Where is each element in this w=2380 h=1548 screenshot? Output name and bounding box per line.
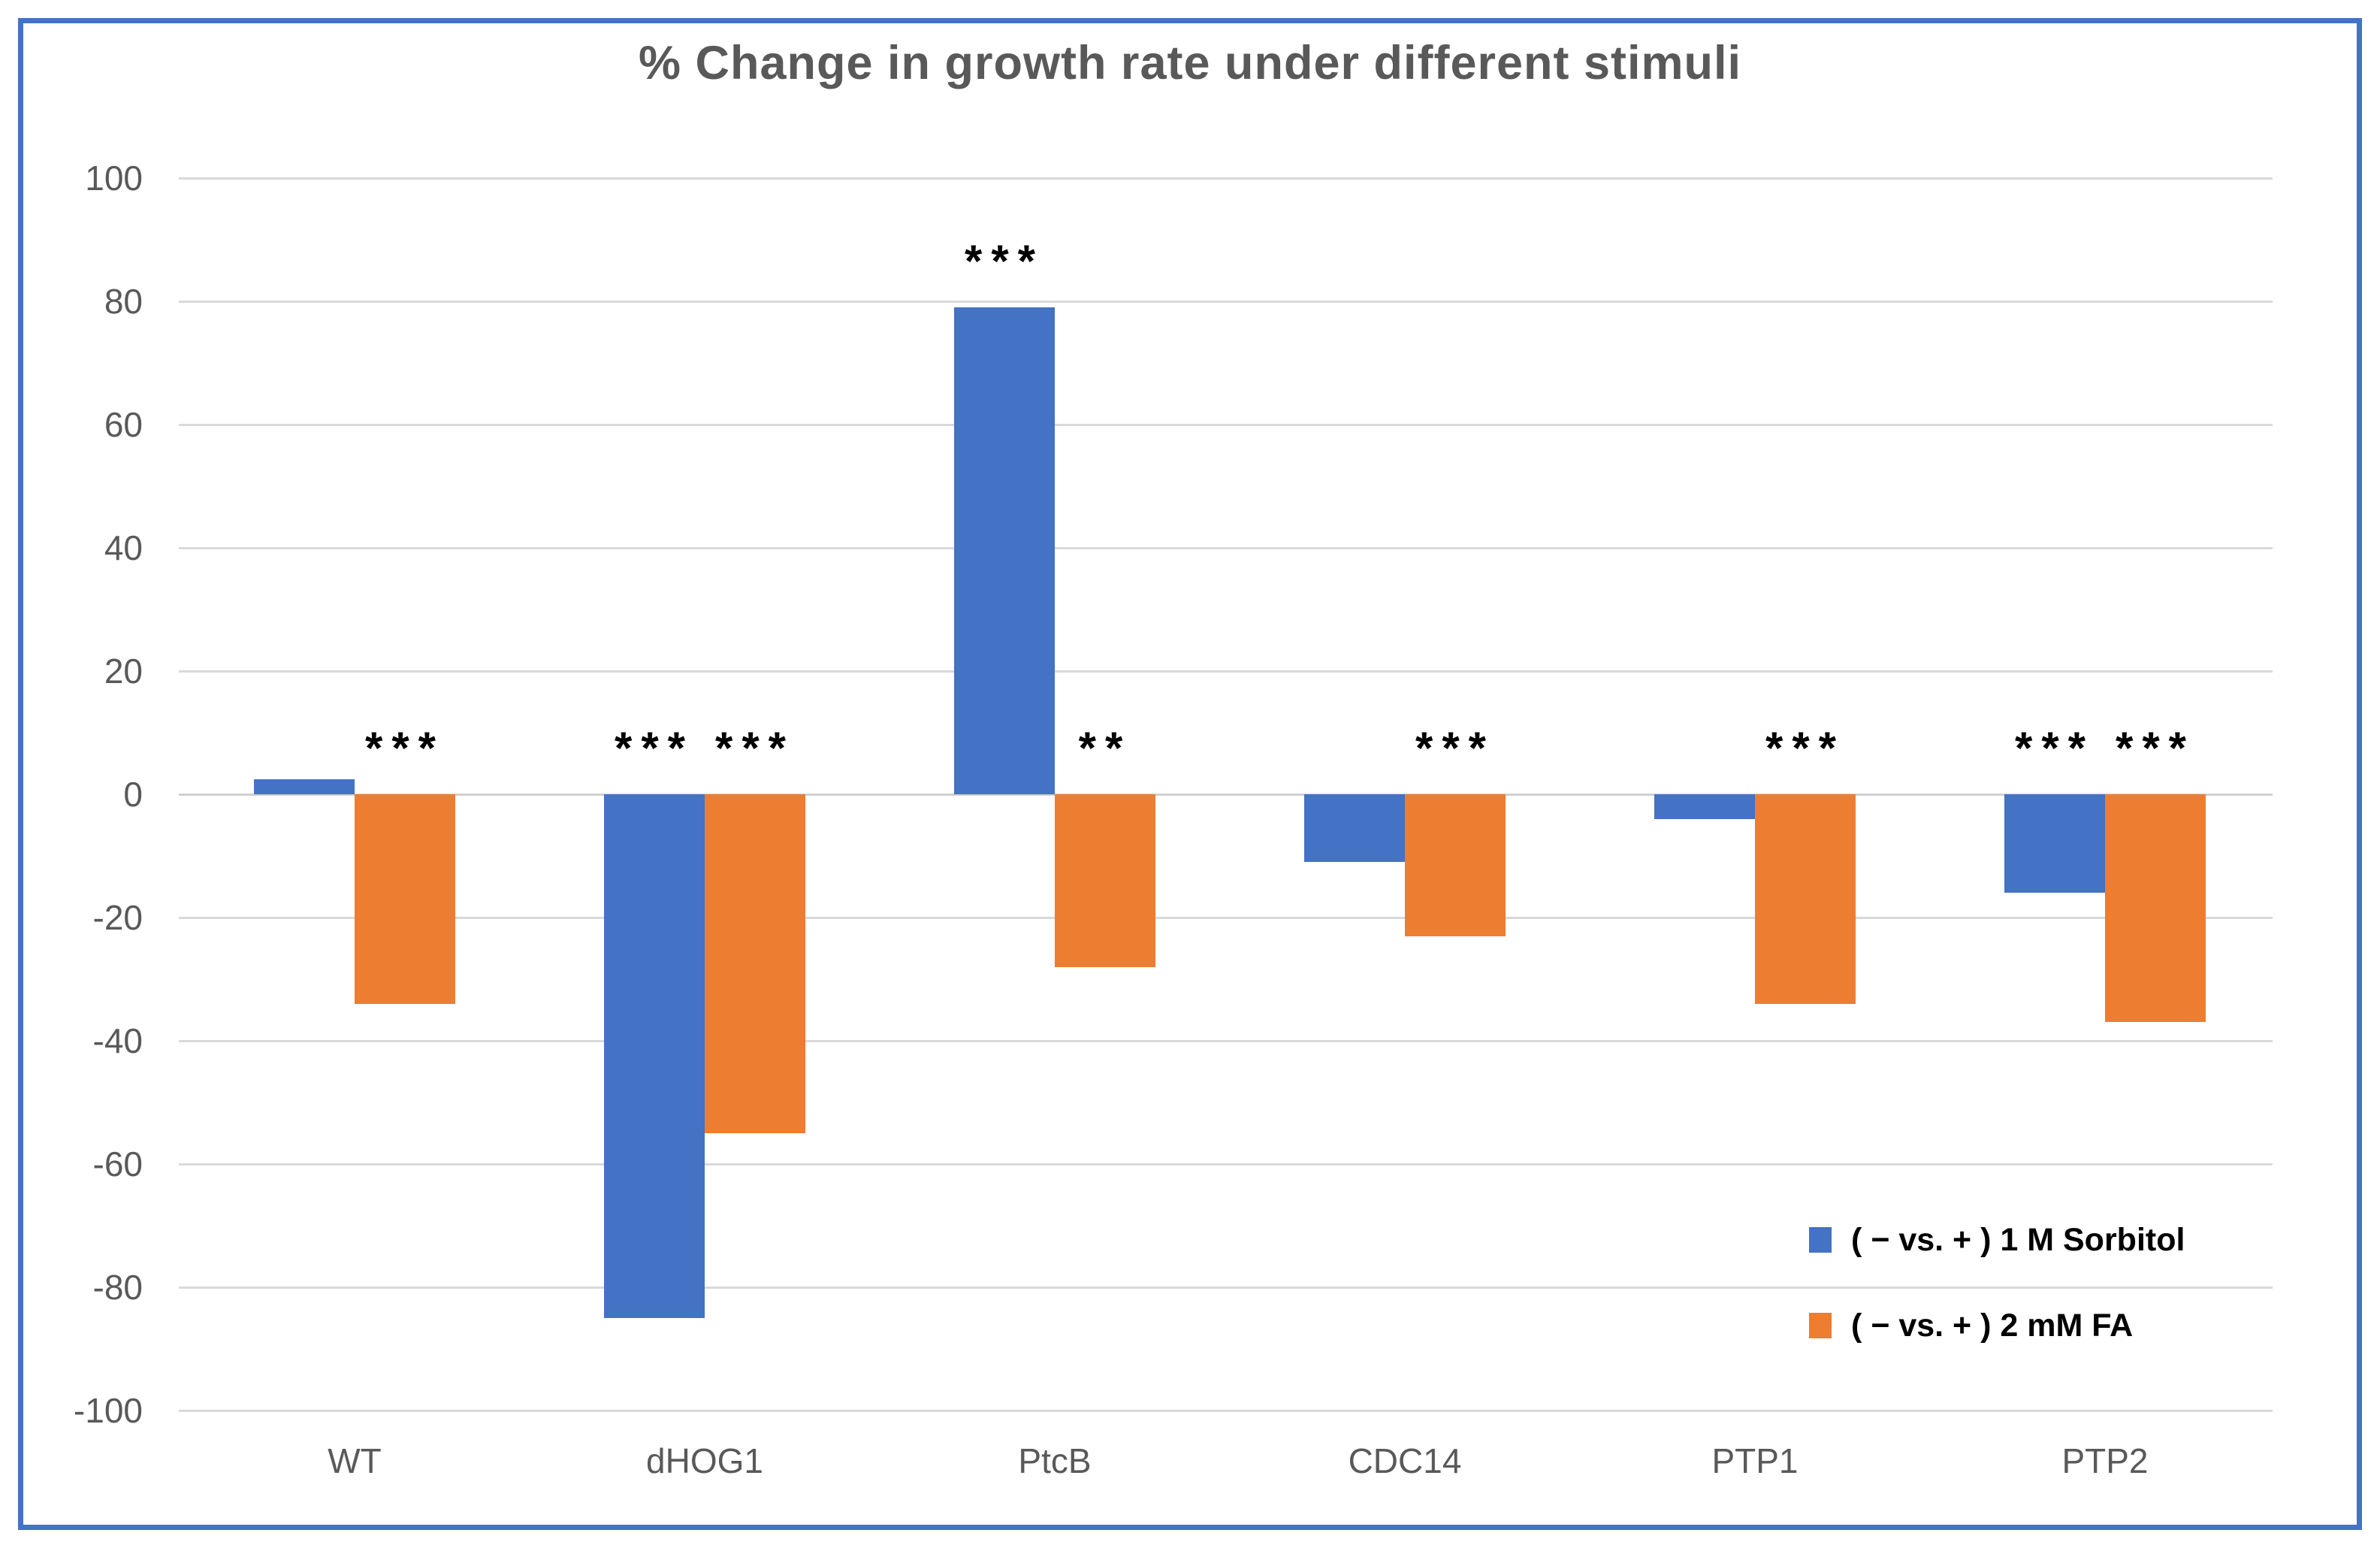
significance-stars-ptcb-series2: ** — [1078, 723, 1132, 773]
y-axis-tick-label: 20 — [104, 652, 143, 691]
chart-title: % Change in growth rate under different … — [638, 37, 1742, 89]
significance-stars-cdc14-series2: *** — [1415, 723, 1496, 773]
gridline — [179, 1163, 2273, 1166]
bar-dhog1-series2 — [705, 794, 805, 1133]
y-axis-tick-label: -20 — [92, 898, 143, 937]
bar-wt-series1 — [254, 779, 355, 794]
gridline — [179, 670, 2273, 673]
y-axis-tick-label: -100 — [73, 1391, 143, 1430]
bar-ptcb-series1 — [954, 307, 1055, 794]
legend-swatch-fa-icon — [1809, 1313, 1832, 1338]
bar-ptp1-series2 — [1755, 794, 1856, 1004]
legend-label-sorbitol: ( − vs. + ) 1 M Sorbitol — [1851, 1221, 2185, 1258]
y-axis-tick-label: 0 — [123, 775, 143, 814]
gridline — [179, 300, 2273, 303]
bar-ptp1-series1 — [1654, 794, 1755, 819]
x-axis-category-label: dHOG1 — [646, 1441, 763, 1480]
x-axis-category-label: PtcB — [1018, 1441, 1092, 1480]
bar-ptp2-series2 — [2105, 794, 2206, 1023]
gridline — [179, 1409, 2273, 1412]
legend-item-sorbitol: ( − vs. + ) 1 M Sorbitol — [1809, 1221, 2185, 1258]
y-axis-tick-label: -40 — [92, 1021, 143, 1060]
significance-stars-ptp2-series2: *** — [2115, 723, 2196, 773]
legend-swatch-sorbitol-icon — [1809, 1227, 1832, 1253]
significance-stars-ptp2-series1: *** — [2014, 723, 2095, 773]
legend-item-fa: ( − vs. + ) 2 mM FA — [1809, 1307, 2185, 1344]
gridline — [179, 1286, 2273, 1289]
y-axis-tick-label: 100 — [85, 159, 143, 198]
bar-ptcb-series2 — [1055, 794, 1155, 967]
significance-stars-dhog1-series2: *** — [714, 723, 796, 773]
legend: ( − vs. + ) 1 M Sorbitol ( − vs. + ) 2 m… — [1809, 1221, 2185, 1395]
bar-wt-series2 — [355, 794, 455, 1004]
gridline — [179, 177, 2273, 180]
bar-cdc14-series2 — [1405, 794, 1506, 936]
gridline — [179, 423, 2273, 426]
gridline — [179, 546, 2273, 549]
y-axis-tick-label: -80 — [92, 1268, 143, 1307]
legend-label-fa: ( − vs. + ) 2 mM FA — [1851, 1307, 2134, 1344]
y-axis-tick-label: 40 — [104, 528, 143, 567]
gridline — [179, 916, 2273, 919]
bar-cdc14-series1 — [1304, 794, 1405, 863]
x-axis-category-label: CDC14 — [1348, 1441, 1462, 1480]
zero-gridline — [179, 793, 2273, 796]
significance-stars-wt-series2: *** — [364, 723, 445, 773]
x-axis-category-label: WT — [328, 1441, 382, 1480]
bar-ptp2-series1 — [2004, 794, 2105, 893]
x-axis-category-label: PTP1 — [1711, 1441, 1799, 1480]
significance-stars-ptcb-series1: *** — [964, 236, 1045, 287]
gridline — [179, 1039, 2273, 1042]
bar-dhog1-series1 — [604, 794, 705, 1318]
chart-frame-border — [18, 18, 2362, 1530]
significance-stars-dhog1-series1: *** — [614, 723, 695, 773]
y-axis-tick-label: 80 — [104, 282, 143, 321]
y-axis-tick-label: -60 — [92, 1144, 143, 1184]
significance-stars-ptp1-series2: *** — [1765, 723, 1846, 773]
y-axis-tick-label: 60 — [104, 405, 143, 444]
x-axis-category-label: PTP2 — [2061, 1441, 2149, 1480]
